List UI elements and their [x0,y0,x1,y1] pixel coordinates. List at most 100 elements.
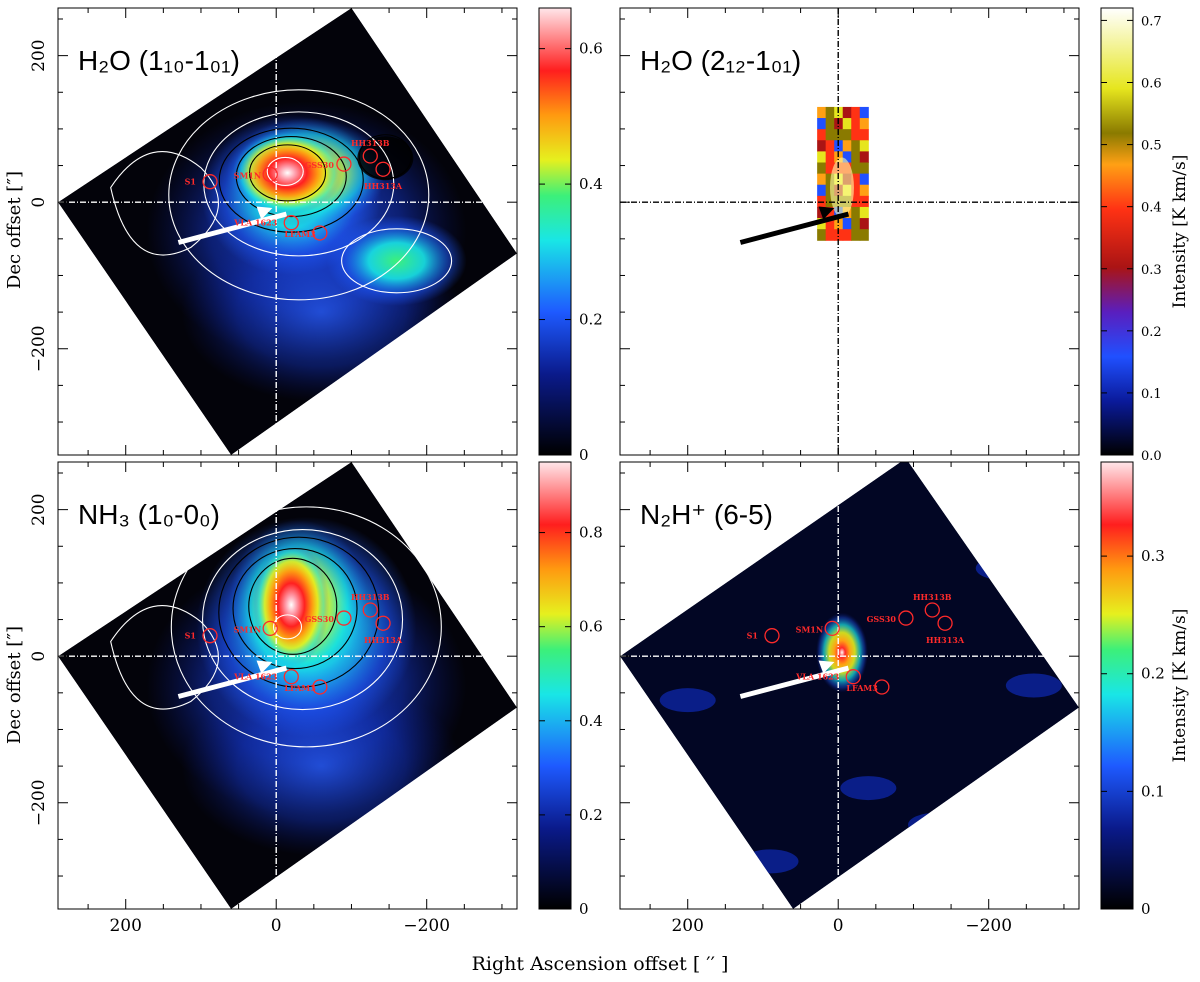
source-marker [874,679,890,695]
y-tick-label: −200 [29,779,49,826]
panel-frame [619,7,1080,456]
x-tick-label: −200 [965,916,1012,936]
contour-level [218,127,364,233]
colorbar-tick-label: 0.2 [1141,325,1162,340]
map-area: S1 SM1N GSS30 HH313B HH313A VLA 1623 LFAM3 [58,8,517,455]
source-marker [764,628,780,644]
strip-pixel [851,151,861,163]
strip-pixel [817,162,827,175]
source-marker [824,620,840,636]
colorbar-scale [1100,7,1134,456]
source-label: SM1N [234,170,262,180]
outflow-arrowhead [256,660,273,674]
emission-peak [232,130,343,215]
strip-pixel [859,151,869,163]
source-marker [375,161,391,177]
strip-pixel [834,151,844,163]
strip-pixel [817,229,827,241]
source-label: VLA 1623 [233,672,278,682]
strip-pixel [851,106,861,119]
source-marker [283,669,299,685]
noise-blob [840,776,897,801]
colorbar-tick-label: 0.3 [1141,263,1162,278]
colorbar-tick-label: 0.5 [1141,139,1162,154]
source-label: VLA 1623 [795,672,840,682]
source-marker [262,620,278,636]
colorbar-tick-label: 0 [1141,900,1151,918]
contour-level [248,144,327,202]
colorbar-tick-label: 0.6 [579,40,603,58]
axis-ticks [58,8,517,455]
noise-blob [780,490,837,515]
y-tick-label: 200 [29,39,49,71]
source-marker [845,669,861,685]
source-marker [924,602,940,618]
panel-h2o-212: H₂O (2₁₂-1₀₁) 0.0 0.1 0.2 0.3 0.4 0.5 0.6 0.7 Int… [619,7,1190,464]
strip-pixel [851,162,861,175]
colorbar-tick-label: 0.4 [579,175,603,193]
strip-pixel [842,129,852,141]
colorbar-label: Intensity [K km/s] [1170,609,1190,763]
source-label: LFAM3 [284,229,316,239]
axis-ticks [620,462,1079,909]
colorbar-tick-label: 0.7 [1141,14,1162,29]
strip-pixel [842,151,852,163]
contour-level [266,156,304,186]
strip-pixel [825,140,835,152]
strip-pixel [817,184,827,197]
y-axis-label-top: Dec offset [″] [4,171,25,289]
strip-peak [829,157,854,218]
noise-blob [938,468,995,493]
panel-n2h: S1 SM1N GSS30 HH313B HH313A VLA 1623 LFAM3 200 0… [619,461,1190,936]
strip-pixel [817,151,827,163]
outflow-arrowhead [256,206,273,220]
source-marker [336,156,352,172]
contour-level [201,528,404,711]
strip-pixel [825,118,835,130]
strip-pixel [817,173,827,186]
x-axis-label: Right Ascension offset [ ′′ ] [472,953,729,975]
strip-pixel [825,173,835,186]
strip-pixel [851,173,861,186]
colorbar-scale [538,461,572,910]
panel-title: N₂H⁺ (6-5) [640,499,773,530]
contour-level [168,89,430,301]
y-tick-label: −200 [29,325,49,372]
strip-pixel [825,106,835,119]
strip-pixel [834,218,844,230]
strip-pixel [842,140,852,152]
source-marker [202,628,218,644]
contour-level [341,228,453,294]
map-area [620,8,1079,455]
x-tick-label: 200 [671,916,703,936]
y-tick-label: 0 [29,197,49,208]
strip-pixel [825,229,835,241]
colorbar-tick-label: 0.0 [1141,449,1162,464]
source-label: HH313B [351,138,390,148]
source-label: SM1N [796,624,824,634]
source-label: VLA 1623 [233,218,278,228]
strip-pixel [817,140,827,152]
strip-pixel [834,229,844,241]
colorbar-tick-label: 0.4 [1141,201,1162,216]
strip-pixel [851,118,861,130]
source-label: S1 [747,631,758,641]
source-label: HH313B [351,592,390,602]
strip-pixel [817,118,827,130]
strip-pixel [859,173,869,186]
noise-blob [742,849,799,874]
source-label: S1 [185,631,196,641]
panel-frame [619,461,1080,910]
source-label: LFAM3 [284,683,316,693]
strip-pixel [817,218,827,230]
outflow-arrow [177,211,288,245]
contour-level [235,135,347,218]
strip-pixel [859,118,869,130]
contour-level [272,614,303,640]
contours [110,89,453,301]
contour-level [110,151,219,256]
emission-hole [357,136,414,181]
colorbar-tick-label: 0 [579,900,589,918]
source-marker [375,615,391,631]
contour-level [248,557,338,655]
